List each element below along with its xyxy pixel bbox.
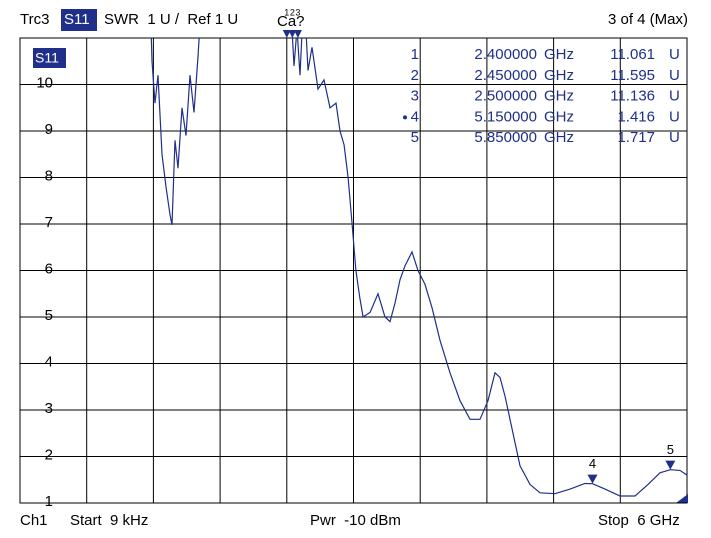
marker-table-x-unit: GHz — [544, 129, 574, 146]
marker-table-x-unit: GHz — [544, 108, 574, 125]
marker-offscale — [288, 30, 297, 38]
y-tick-label: 3 — [45, 400, 53, 417]
marker-table-x-unit: GHz — [544, 46, 574, 63]
trace-label: Trc3 — [20, 11, 49, 28]
marker-label: 5 — [667, 442, 674, 457]
marker-table-value: 11.061 — [610, 46, 655, 63]
marker-table-x: 2.450000 — [474, 67, 537, 84]
trace-line — [150, 38, 687, 497]
marker-table-value: 1.416 — [617, 108, 655, 125]
stop: Stop 6 GHz — [598, 512, 680, 529]
marker-table-value: 11.595 — [610, 67, 655, 84]
marker-table-x: 5.150000 — [474, 108, 537, 125]
marker-offscale — [282, 30, 291, 38]
marker-table-name: 3 — [411, 88, 419, 105]
marker-label: 1 — [284, 7, 289, 17]
corner-indicator — [676, 494, 688, 503]
marker-table-unit: U — [669, 46, 680, 63]
y-tick-label: 8 — [45, 167, 53, 184]
y-tick-label: 7 — [45, 214, 53, 231]
y-tick-label: 2 — [45, 446, 53, 463]
marker-table-x: 5.850000 — [474, 129, 537, 146]
marker-table-value: 11.136 — [610, 88, 655, 105]
marker — [587, 474, 598, 484]
marker — [665, 460, 676, 470]
marker-offscale — [293, 30, 302, 38]
marker-table-x: 2.400000 — [474, 46, 537, 63]
marker-label: 4 — [589, 456, 596, 471]
marker-table-x: 2.500000 — [474, 88, 537, 105]
y-tick-label: 6 — [45, 260, 53, 277]
y-tick-label: 1 — [45, 493, 53, 510]
legend-box — [33, 48, 66, 68]
channel: Ch1 — [20, 512, 48, 529]
parameter: S11 — [64, 11, 90, 28]
marker-table-unit: U — [669, 67, 680, 84]
active-marker-dot — [403, 115, 407, 120]
marker-table-name: 5 — [411, 129, 419, 146]
marker-count: 3 of 4 (Max) — [608, 11, 688, 28]
marker-table-name: 4 — [411, 108, 419, 125]
marker-table-name: 2 — [411, 67, 419, 84]
marker-label: 2 — [290, 7, 295, 17]
parameter-box — [61, 9, 97, 31]
y-tick-label: 5 — [45, 307, 53, 324]
marker-table-unit: U — [669, 88, 680, 105]
format: SWR 1 U / Ref 1 U — [104, 11, 238, 28]
cal-status: Ca? — [277, 13, 305, 30]
marker-table-x-unit: GHz — [544, 88, 574, 105]
y-tick-label: 4 — [45, 353, 53, 370]
y-tick-label: 10 — [36, 74, 53, 91]
marker-label: 3 — [295, 7, 300, 17]
marker-table-unit: U — [669, 108, 680, 125]
start: Start 9 kHz — [70, 512, 148, 529]
y-tick-label: 9 — [45, 121, 53, 138]
marker-table-x-unit: GHz — [544, 67, 574, 84]
marker-table-value: 1.717 — [617, 129, 655, 146]
marker-table-unit: U — [669, 129, 680, 146]
legend-label: S11 — [35, 50, 59, 66]
power: Pwr -10 dBm — [310, 512, 401, 529]
marker-table-name: 1 — [411, 46, 419, 63]
